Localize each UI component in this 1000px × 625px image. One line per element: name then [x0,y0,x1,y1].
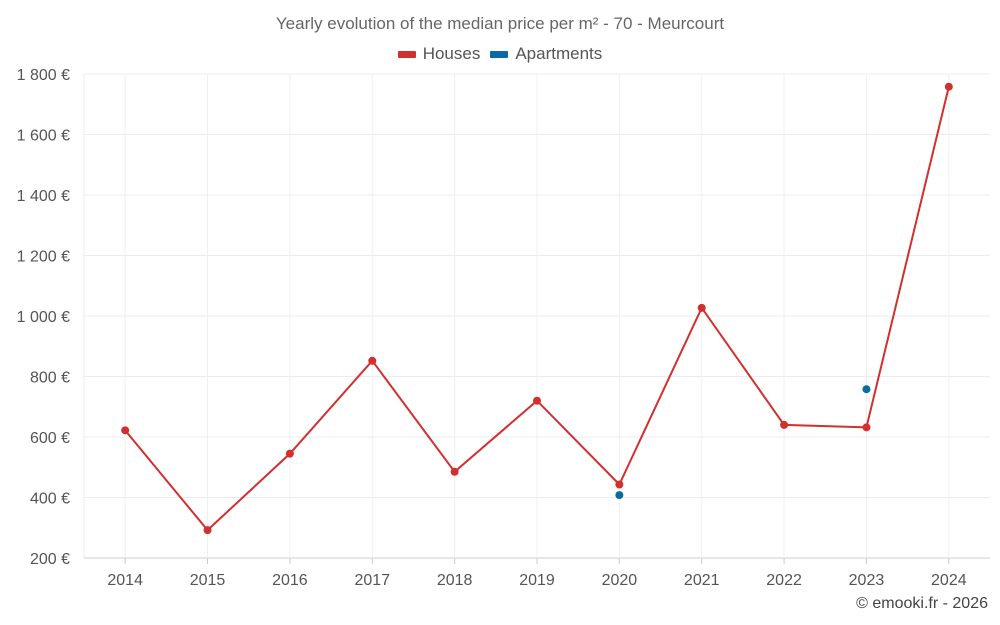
data-point-apartments [862,385,871,394]
x-tick-label: 2023 [849,572,885,589]
data-point-houses [862,423,871,432]
data-point-houses [285,449,294,458]
data-point-houses [203,526,212,535]
legend-swatch-houses [397,50,416,58]
data-point-houses [944,82,953,91]
legend-swatch-apartments [490,50,509,58]
x-tick-label: 2015 [190,572,226,589]
data-point-apartments [615,491,624,500]
x-tick-label: 2022 [766,572,802,589]
legend-item-apartments[interactable]: Apartments [490,44,602,64]
y-tick-label: 800 € [30,370,70,387]
legend-label-apartments: Apartments [515,44,603,63]
x-tick-label: 2020 [602,572,638,589]
y-tick-label: 200 € [30,551,70,568]
x-tick-label: 2021 [684,572,720,589]
y-tick-label: 600 € [30,430,70,447]
legend-label-houses: Houses [422,44,481,63]
y-tick-label: 1 000 € [17,309,70,326]
x-tick-label: 2019 [519,572,555,589]
data-point-houses [121,426,130,435]
data-point-houses [368,356,377,365]
chart-title: Yearly evolution of the median price per… [275,14,725,33]
y-tick-label: 1 800 € [17,67,70,84]
data-point-houses [450,467,459,476]
y-tick-label: 1 200 € [17,249,70,266]
x-tick-label: 2024 [931,572,967,589]
credit-text: © emooki.fr - 2026 [856,595,988,612]
data-point-houses [780,420,789,429]
x-tick-label: 2014 [107,572,143,589]
x-tick-label: 2016 [272,572,308,589]
data-point-houses [533,396,541,405]
y-tick-label: 1 600 € [17,128,70,145]
data-point-houses [615,480,624,489]
y-tick-label: 400 € [30,491,70,508]
x-tick-label: 2018 [437,572,473,589]
y-tick-label: 1 400 € [17,188,70,205]
chart-legend: Houses Apartments [0,44,1000,64]
data-point-houses [697,303,706,312]
x-tick-label: 2017 [354,572,390,589]
legend-item-houses[interactable]: Houses [397,44,481,64]
